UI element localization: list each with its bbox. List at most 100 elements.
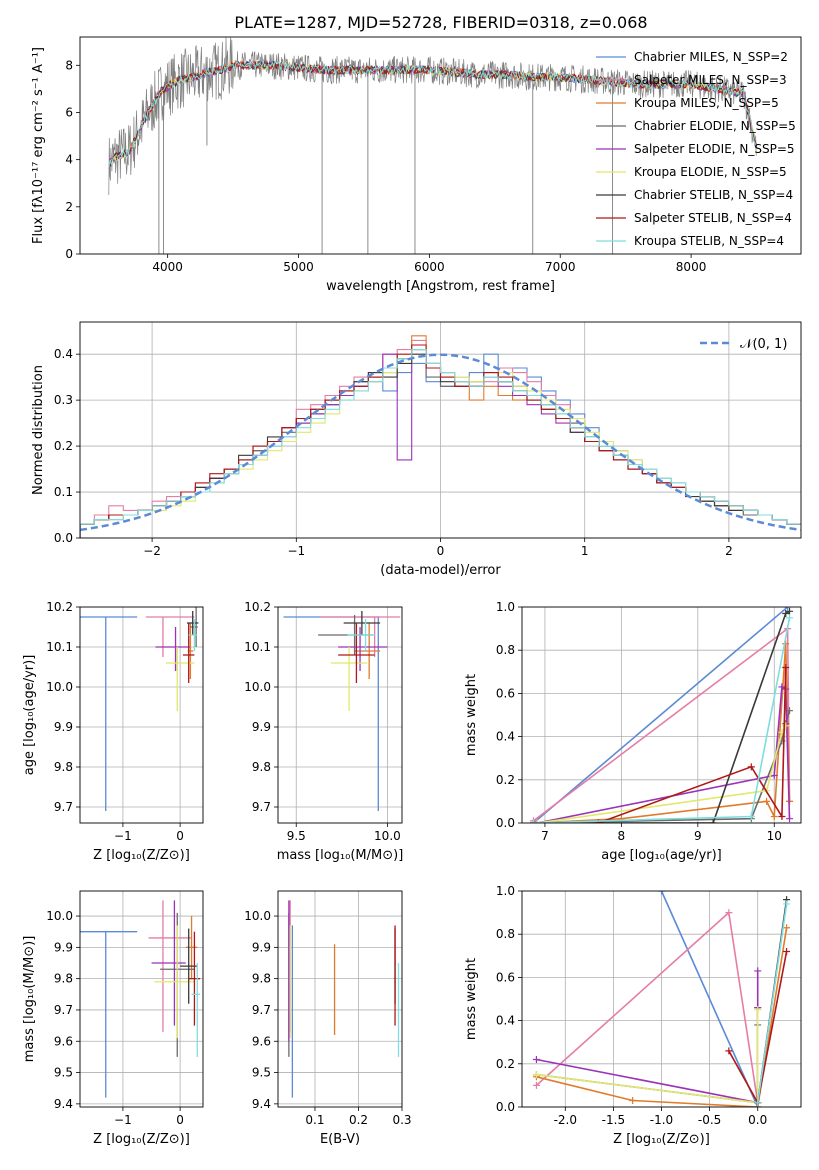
- legend: Chabrier MILES, N_SSP=2 Salpeter MILES, N…: [596, 50, 796, 248]
- x-tick-label: 0: [176, 1113, 184, 1127]
- y-tick-label: 0.0: [496, 816, 515, 830]
- figure-title: PLATE=1287, MJD=52728, FIBERID=0318, z=0…: [234, 13, 647, 32]
- y-tick-label: 9.9: [54, 720, 73, 734]
- y-tick-label: 10.0: [46, 909, 73, 923]
- y-tick-label: 0.6: [496, 686, 515, 700]
- weight-point-marker: [533, 819, 541, 823]
- weight-series: [536, 927, 788, 1107]
- weight-series: [533, 643, 791, 823]
- x-tick-label: 0: [437, 544, 445, 558]
- x-tick-label: 0.0: [748, 1113, 767, 1127]
- x-axis-label: (data-model)/error: [380, 563, 501, 578]
- y-tick-label: 0.6: [496, 970, 515, 984]
- chart-age_vs_z: −1 0 9.7 9.8 9.9 10.0 10.1 10.2 Z [log₁₀(Z/Z⊙)] a…: [22, 600, 204, 863]
- weight-point-marker: [747, 763, 755, 771]
- plot-area: [80, 607, 203, 823]
- weight-series: [535, 911, 759, 1107]
- weight-point-marker: [770, 771, 778, 779]
- chart-weight_vs_z: -2.0 -1.5 -1.0 -0.5 0.0 0.0 0.2 0.4 0.6 0.8 1.0 Z […: [464, 884, 802, 1147]
- axes-frame: [79, 890, 204, 1108]
- plot-area: [108, 37, 757, 254]
- y-tick-label: 0.8: [496, 927, 515, 941]
- y-tick-label: 9.5: [252, 1066, 271, 1080]
- weight-series: [598, 610, 790, 823]
- x-tick-label: 7: [541, 829, 549, 843]
- weight-point-marker: [783, 924, 791, 932]
- legend: 𝒩(0, 1): [700, 337, 787, 352]
- y-tick-label: 10.0: [244, 680, 271, 694]
- x-tick-label: −1: [114, 829, 132, 843]
- x-tick-label: −1: [287, 544, 305, 558]
- x-tick-label: 9.5: [287, 829, 306, 843]
- y-tick-label: 9.4: [54, 1097, 73, 1111]
- y-tick-label: 0.0: [496, 1100, 515, 1114]
- chart-residuals: −2 −1 0 1 2 0.0 0.1 0.2 0.3 0.4 (data-model)/error…: [31, 321, 802, 578]
- y-tick-label: 9.6: [252, 1034, 271, 1048]
- y-tick-label: 9.8: [252, 760, 271, 774]
- y-tick-label: 0.2: [54, 439, 73, 453]
- y-axis-label: mass weight: [464, 674, 479, 756]
- axes-frame: [277, 890, 403, 1108]
- model-series: [108, 60, 757, 169]
- weight-point-marker: [754, 967, 762, 975]
- y-tick-label: 9.5: [54, 1066, 73, 1080]
- weight-point-marker: [786, 614, 794, 622]
- weight-point-marker: [763, 797, 771, 805]
- y-tick-label: 0: [65, 247, 73, 261]
- y-tick-label: 10.2: [244, 600, 271, 614]
- weight-series: [756, 903, 788, 1103]
- legend-label: Chabrier STELIB, N_SSP=4: [634, 188, 793, 202]
- histogram-series: [80, 349, 801, 538]
- weight-point-marker: [747, 813, 755, 821]
- x-tick-label: 10: [767, 829, 782, 843]
- x-tick-label: −2: [143, 544, 161, 558]
- weight-point-marker: [786, 607, 794, 615]
- x-tick-label: 10.0: [374, 829, 401, 843]
- y-tick-label: 9.9: [252, 720, 271, 734]
- weight-point-marker: [529, 819, 537, 823]
- plot-area: [278, 891, 402, 1107]
- weight-point-marker: [629, 1097, 637, 1105]
- legend-label: Chabrier ELODIE, N_SSP=5: [634, 119, 796, 133]
- y-tick-label: 0.2: [496, 773, 515, 787]
- y-tick-label: 0.4: [496, 730, 515, 744]
- y-tick-label: 9.7: [252, 1003, 271, 1017]
- plot-area: [522, 891, 801, 1107]
- y-tick-label: 9.9: [252, 940, 271, 954]
- legend-label: Salpeter ELODIE, N_SSP=5: [634, 142, 795, 156]
- weight-point-marker: [784, 607, 792, 611]
- chart-age_vs_mass: 9.5 10.0 9.7 9.8 9.9 10.0 10.1 10.2 mass [log₁₀(…: [244, 600, 403, 863]
- plot-area: [80, 322, 801, 538]
- x-tick-label: 7000: [545, 260, 576, 274]
- y-axis-label: Flux [fλ10⁻¹⁷ erg cm⁻² s⁻¹ A⁻¹]: [31, 47, 46, 244]
- y-tick-label: 9.4: [252, 1097, 271, 1111]
- y-tick-label: 10.1: [244, 640, 271, 654]
- legend-label: Kroupa MILES, N_SSP=5: [634, 96, 779, 110]
- weight-point-marker: [725, 909, 733, 917]
- y-tick-label: 10.1: [46, 640, 73, 654]
- axes-frame: [79, 606, 204, 824]
- x-tick-label: -1.5: [602, 1113, 625, 1127]
- legend-label: 𝒩(0, 1): [740, 337, 787, 352]
- weight-point-marker: [770, 813, 778, 821]
- chart-weight_vs_age: 7 8 9 10 0.0 0.2 0.4 0.6 0.8 1.0 age [log₁₀(age/yr…: [464, 600, 802, 863]
- axes-frame: [79, 36, 802, 255]
- weight-point-marker: [754, 1099, 762, 1107]
- weight-point-marker: [782, 722, 790, 730]
- plot-area: [80, 891, 203, 1107]
- y-tick-label: 9.9: [54, 940, 73, 954]
- x-axis-label: E(B-V): [320, 1132, 360, 1147]
- x-tick-label: -0.5: [698, 1113, 721, 1127]
- y-tick-label: 9.8: [54, 972, 73, 986]
- weight-point-marker: [725, 1047, 733, 1055]
- x-tick-label: 8: [618, 829, 626, 843]
- weight-series: [532, 607, 789, 823]
- y-tick-label: 10.0: [244, 909, 271, 923]
- weight-point-marker: [532, 1081, 540, 1089]
- chart-mass_vs_ebv: 0.1 0.2 0.3 9.4 9.5 9.6 9.7 9.8 9.9 10.0 E(B-V): [244, 890, 412, 1147]
- x-tick-label: −1: [114, 1113, 132, 1127]
- axes-frame: [521, 606, 802, 824]
- legend-label: Salpeter STELIB, N_SSP=4: [634, 211, 792, 225]
- legend-label: Chabrier MILES, N_SSP=2: [634, 50, 788, 64]
